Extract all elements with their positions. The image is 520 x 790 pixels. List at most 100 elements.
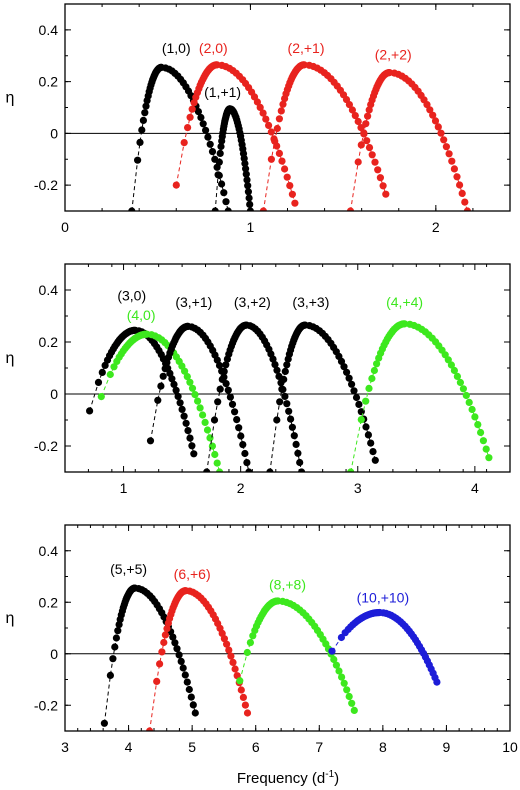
data-point	[283, 173, 291, 181]
series-(6,+6)	[146, 587, 252, 731]
data-point	[278, 157, 286, 165]
data-point	[459, 385, 467, 393]
data-point	[239, 693, 247, 702]
data-point	[138, 126, 146, 134]
data-point	[371, 456, 379, 464]
data-point	[345, 374, 353, 382]
data-point	[181, 367, 189, 375]
data-point	[351, 112, 359, 120]
data-point	[172, 181, 180, 189]
data-point	[241, 701, 249, 709]
series-label: (1,+1)	[204, 84, 241, 100]
data-point	[271, 361, 279, 369]
series-(2,0)	[172, 61, 299, 207]
series-label: (4,+4)	[386, 294, 423, 310]
data-point	[153, 677, 161, 686]
data-point	[374, 166, 382, 174]
data-point	[182, 419, 190, 427]
data-point	[471, 413, 479, 421]
data-point	[171, 639, 179, 647]
data-point	[217, 142, 225, 151]
data-point	[206, 140, 214, 148]
data-point	[216, 468, 224, 472]
data-point	[220, 635, 228, 643]
data-point	[348, 380, 356, 388]
data-point	[181, 671, 189, 679]
data-point	[259, 207, 267, 211]
data-point	[485, 454, 493, 462]
data-point	[188, 384, 197, 392]
data-point	[279, 100, 287, 108]
data-point	[360, 129, 368, 137]
data-point	[249, 632, 257, 640]
data-point	[177, 657, 185, 666]
data-point	[453, 173, 461, 181]
data-point	[474, 421, 482, 429]
data-point	[296, 458, 304, 467]
data-point	[180, 139, 188, 147]
data-point	[239, 441, 247, 449]
data-point	[437, 129, 445, 137]
data-point	[233, 416, 241, 424]
data-point	[368, 151, 376, 159]
data-point	[231, 408, 239, 416]
data-point	[241, 159, 249, 168]
data-point	[175, 651, 183, 659]
data-point	[112, 634, 120, 642]
data-point	[256, 103, 264, 111]
x-tick-label: 7	[315, 739, 323, 755]
data-point	[285, 407, 293, 415]
data-point	[275, 115, 283, 123]
data-point	[379, 182, 387, 190]
data-point	[461, 198, 469, 206]
data-point	[479, 437, 487, 445]
x-axis-label: Frequency (d-1)	[237, 769, 339, 787]
data-point	[179, 664, 187, 672]
x-tick-label: 2	[237, 480, 245, 496]
data-point	[347, 468, 355, 472]
data-point	[448, 157, 456, 165]
data-point	[242, 165, 250, 173]
series-(10,+10)	[328, 608, 441, 686]
data-point	[154, 396, 162, 404]
data-point	[267, 128, 275, 136]
data-point	[231, 665, 239, 673]
data-point	[447, 361, 455, 369]
data-point	[186, 113, 194, 121]
panel-2: (3,0) (4,0) (3,+1) (3,+2) (3,+3) (4,+4) -0.2 0 0…	[6, 263, 511, 496]
x-tick-label: 6	[252, 739, 260, 755]
y-axis-label: η	[6, 350, 15, 367]
series-label: (2,+2)	[375, 47, 412, 63]
data-point	[365, 384, 373, 392]
data-point	[456, 181, 464, 189]
data-point	[166, 369, 174, 377]
series-label: (10,+10)	[357, 589, 410, 605]
data-point	[253, 98, 261, 106]
data-point	[191, 709, 199, 717]
series-label: (2,0)	[199, 40, 228, 56]
data-point	[159, 372, 167, 380]
data-point	[109, 655, 117, 663]
series-label: (3,+3)	[292, 294, 329, 310]
data-point	[444, 356, 452, 364]
data-point	[362, 397, 370, 405]
x-tick-label: 2	[432, 219, 440, 235]
data-point	[235, 424, 243, 432]
data-point	[465, 398, 473, 406]
y-axis-label: η	[6, 90, 15, 107]
data-point	[218, 375, 226, 383]
series-(3,+1)	[146, 322, 253, 472]
data-point	[194, 397, 202, 405]
x-tick-label: 3	[354, 480, 362, 496]
data-point	[243, 648, 251, 657]
data-point	[426, 106, 434, 114]
data-point	[276, 398, 284, 406]
y-tick-label: 0.2	[39, 334, 59, 350]
series-(2,+1)	[259, 61, 390, 211]
data-point	[281, 165, 289, 173]
data-point	[189, 701, 197, 709]
data-point	[269, 355, 277, 363]
data-point	[281, 367, 289, 375]
data-point	[94, 378, 103, 386]
x-tick-label: 9	[443, 739, 451, 755]
